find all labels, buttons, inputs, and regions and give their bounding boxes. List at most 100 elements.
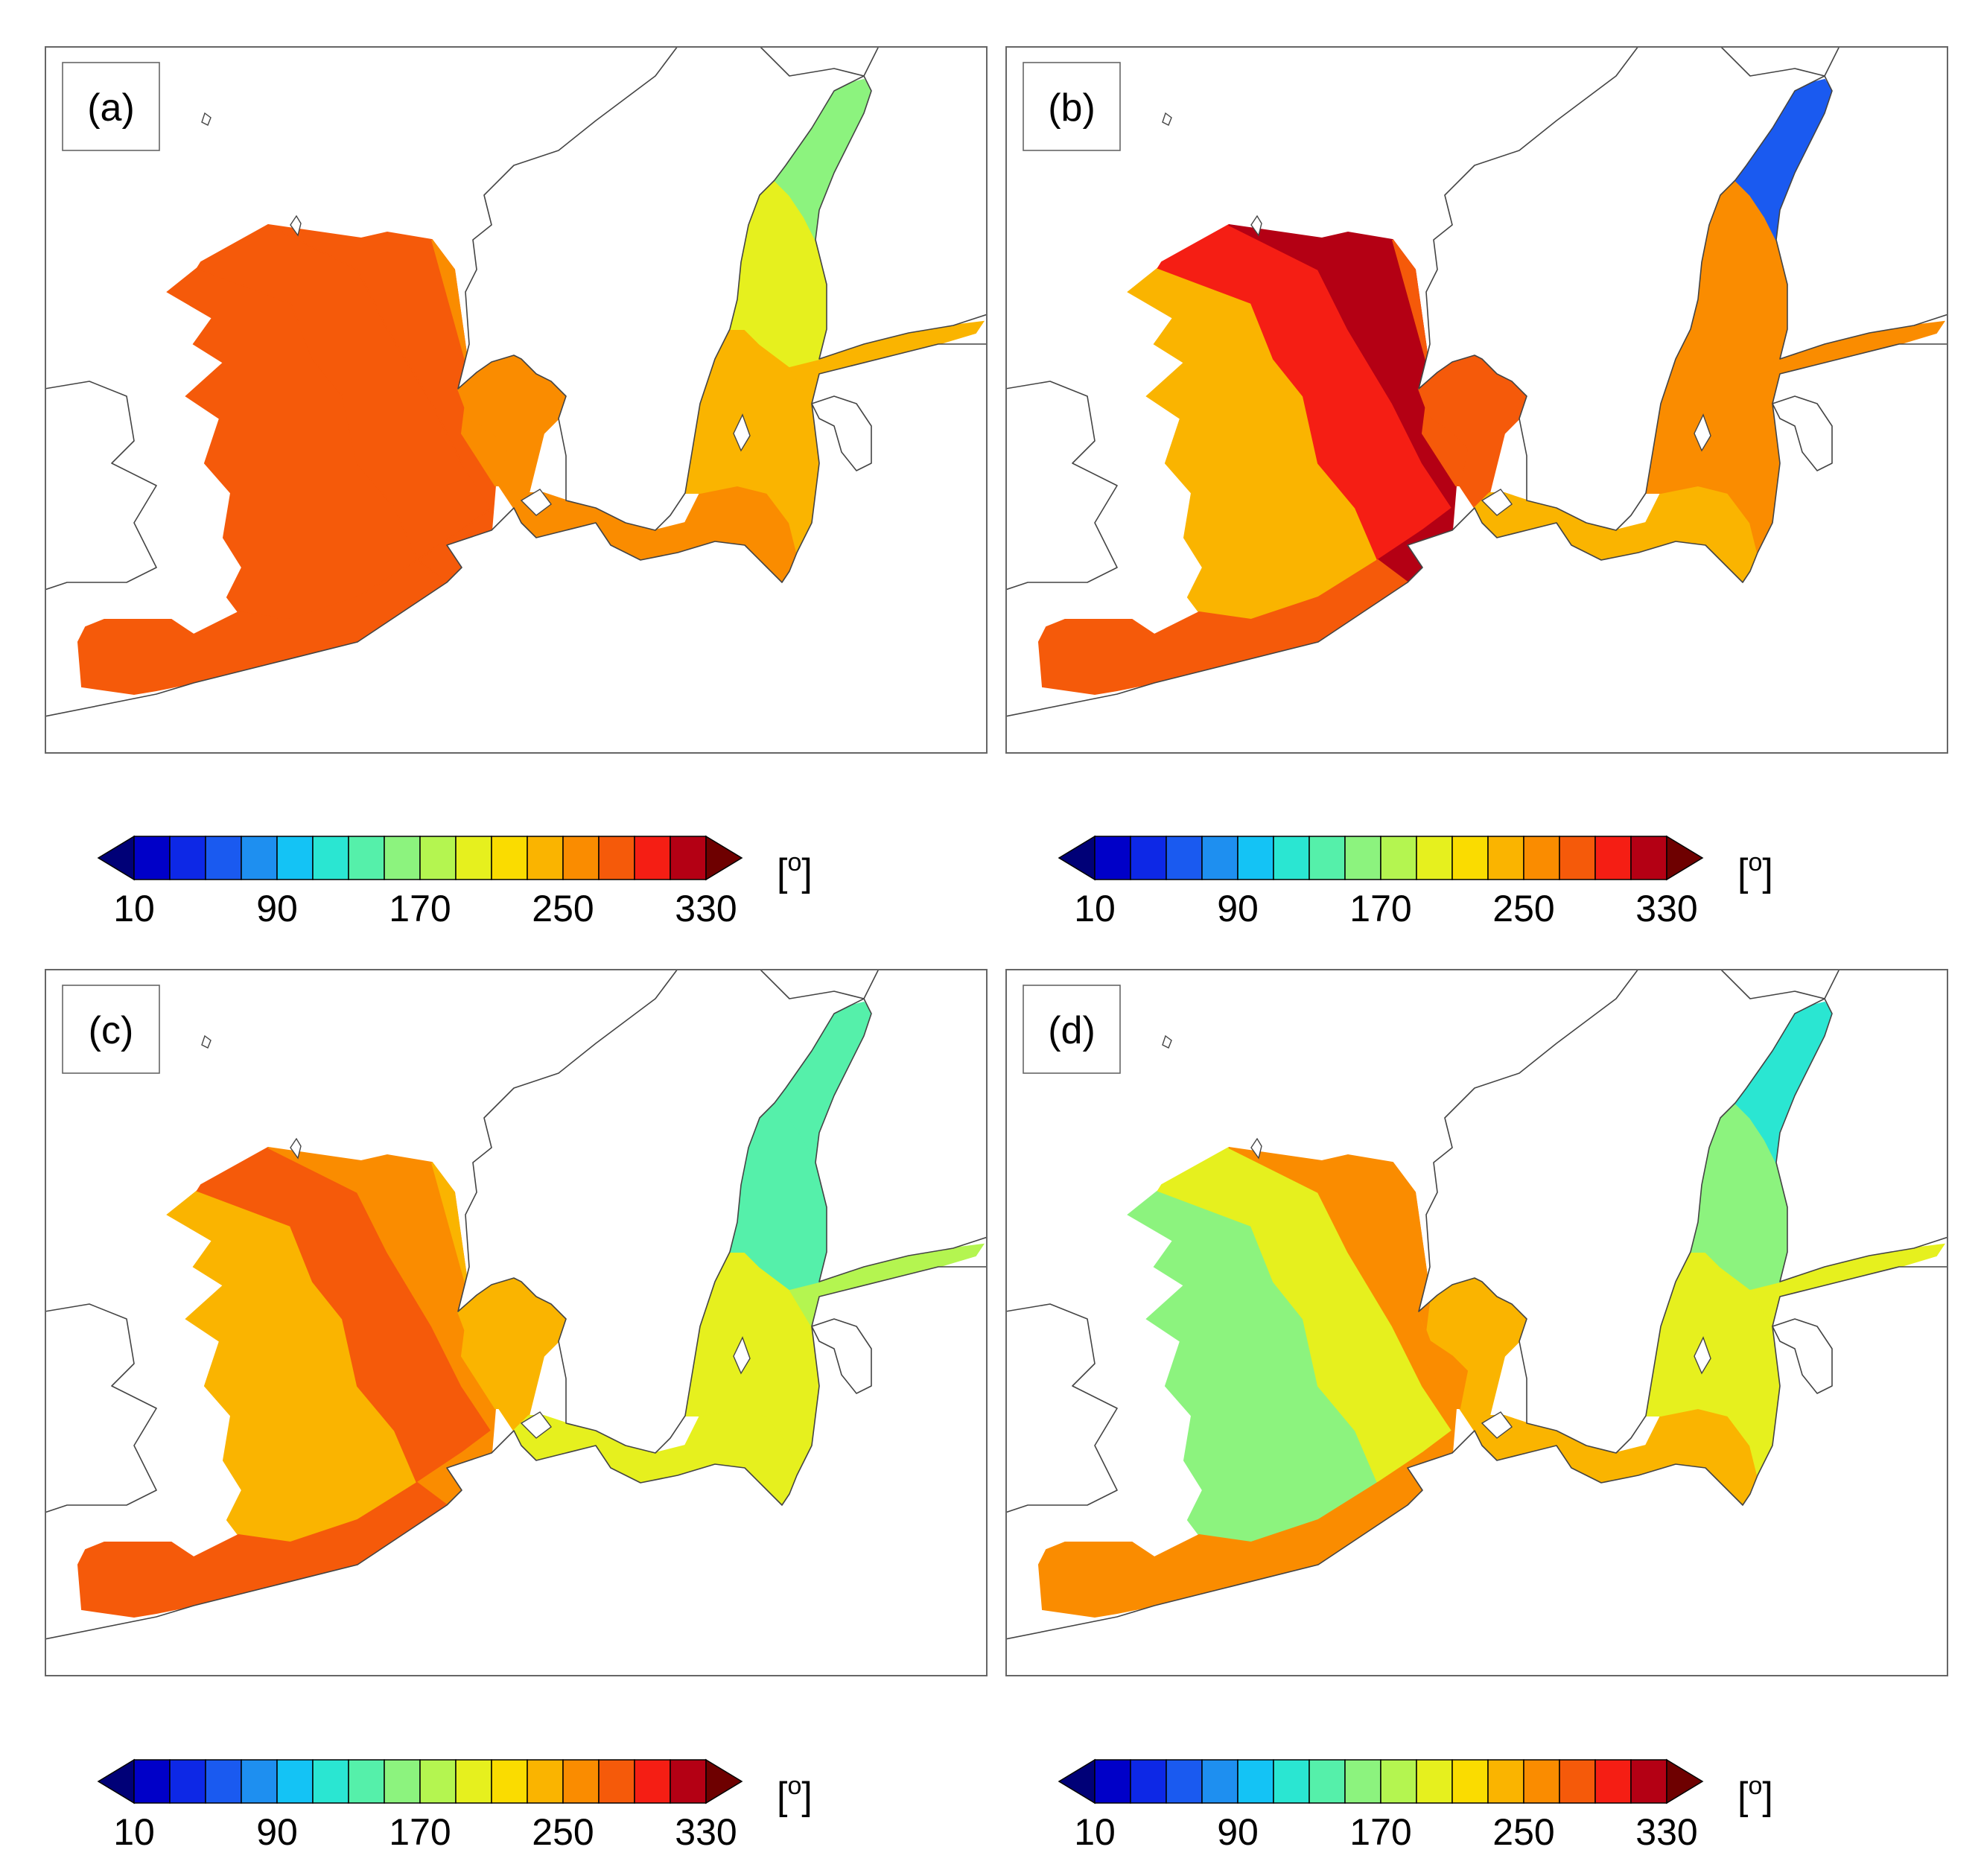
colorbar-cell <box>1237 836 1274 880</box>
colorbar-tick-label: 330 <box>1635 888 1697 929</box>
colorbar-tick-label: 90 <box>256 1811 298 1853</box>
island-zealand <box>520 1411 552 1439</box>
colorbar-a: 10 90 170 250 330 [o] <box>97 823 916 929</box>
land-mass-1 <box>45 1303 157 1513</box>
colorbar-arrow-right <box>1666 835 1704 881</box>
map-d: (d) <box>1005 969 1948 1676</box>
land-mass-1 <box>1005 1303 1118 1513</box>
colorbar-arrow-right <box>705 1758 743 1805</box>
colorbar-cell <box>169 1759 206 1804</box>
land-outlines <box>1005 969 1948 1676</box>
colorbar-cell <box>1344 836 1381 880</box>
panel-b: (b) <box>1005 46 1948 754</box>
colorbar-cell <box>1166 836 1203 880</box>
map-frame <box>45 46 988 754</box>
colorbar-cell <box>1130 1759 1167 1804</box>
land-outlines <box>1005 46 1948 754</box>
colorbar-cell <box>1380 836 1417 880</box>
colorbar-cell <box>205 836 242 880</box>
map-frame <box>45 969 988 1676</box>
colorbar-cell <box>419 836 457 880</box>
colorbar-cell <box>133 836 171 880</box>
island-faroe <box>1162 1034 1172 1049</box>
colorbar-tick-label: 250 <box>1492 888 1554 929</box>
colorbar-cell <box>1630 1759 1667 1804</box>
colorbar-cell <box>562 836 600 880</box>
colorbar-cell <box>634 836 671 880</box>
colorbar-cell <box>670 1759 707 1804</box>
land-mass-3 <box>815 969 988 1282</box>
colorbar-cell <box>562 1759 600 1804</box>
colorbar-cell <box>1380 1759 1417 1804</box>
panel-label-box <box>1023 62 1121 151</box>
colorbar-arrow-right <box>1666 1758 1704 1805</box>
colorbar-tick-label: 250 <box>1492 1811 1554 1853</box>
sea-regions <box>77 78 985 696</box>
panel-a: (a) <box>45 46 988 754</box>
land-mass-3 <box>1775 46 1948 360</box>
panel-label: (d) <box>1048 1009 1096 1052</box>
colorbar-tick-label: 250 <box>532 888 594 929</box>
colorbar-tick-label: 170 <box>1349 888 1411 929</box>
colorbar-cell <box>1487 836 1524 880</box>
colorbar-unit: [o] <box>1737 848 1773 894</box>
colorbar-tick-label: 10 <box>113 1811 155 1853</box>
land-mass-2 <box>1418 46 1825 531</box>
colorbar-arrow-right <box>705 835 743 881</box>
colorbar-tick-label: 170 <box>389 1811 451 1853</box>
colorbar-unit: [o] <box>777 848 813 894</box>
island-zealand <box>1481 489 1513 516</box>
colorbar-cell <box>598 836 635 880</box>
island-gotland <box>733 1336 751 1375</box>
colorbar-cell <box>1559 1759 1596 1804</box>
island-shetland <box>1250 1137 1262 1160</box>
colorbar-cell <box>1451 836 1489 880</box>
land-mass-4 <box>1005 343 1948 754</box>
colorbar-tick-label: 330 <box>1635 1811 1697 1853</box>
colorbar-cell <box>1523 1759 1560 1804</box>
map-frame <box>1005 969 1948 1676</box>
colorbar-cell <box>1201 836 1238 880</box>
colorbar-cell <box>455 1759 492 1804</box>
colorbar-cell <box>348 1759 385 1804</box>
colorbar-cell <box>491 836 528 880</box>
colorbar-b: 10 90 170 250 330 [o] <box>1058 823 1877 929</box>
colorbar-cell <box>1451 1759 1489 1804</box>
island-faroe <box>201 1034 212 1049</box>
colorbar-cell <box>491 1759 528 1804</box>
land-outlines <box>45 969 988 1676</box>
colorbar-cell <box>1094 836 1131 880</box>
colorbar-cell <box>1594 836 1632 880</box>
colorbar-cell <box>1237 1759 1274 1804</box>
colorbar-cell <box>276 836 314 880</box>
map-a: (a) <box>45 46 988 754</box>
colorbar-tick-label: 90 <box>256 888 298 929</box>
colorbar-cell <box>1166 1759 1203 1804</box>
region-channel <box>77 559 448 696</box>
colorbar-unit: [o] <box>777 1772 813 1818</box>
island-shetland <box>290 214 302 237</box>
colorbar-cell <box>1523 836 1560 880</box>
land-mass-4 <box>1005 1266 1948 1676</box>
colorbar-cell <box>276 1759 314 1804</box>
colorbar-arrow-left <box>1058 835 1096 881</box>
colorbar-tick-label: 250 <box>532 1811 594 1853</box>
sea-regions <box>77 1001 985 1618</box>
colorbar-cell <box>1416 836 1453 880</box>
panel-label: (a) <box>87 86 135 130</box>
sea-regions <box>1037 1001 1946 1618</box>
map-b: (b) <box>1005 46 1948 754</box>
panel-label-box <box>62 62 160 151</box>
panel-d: (d) <box>1005 969 1948 1676</box>
island-gotland <box>1694 413 1711 452</box>
colorbar-cell <box>384 1759 421 1804</box>
colorbar-cell <box>1309 1759 1346 1804</box>
map-frame <box>1005 46 1948 754</box>
colorbar-cell <box>1201 1759 1238 1804</box>
colorbar-cell <box>1344 1759 1381 1804</box>
colorbar-tick-label: 330 <box>675 1811 737 1853</box>
colorbar-unit: [o] <box>1737 1772 1773 1818</box>
panel-label-box <box>62 985 160 1074</box>
colorbar-tick-label: 90 <box>1217 888 1259 929</box>
colorbar-cell <box>455 836 492 880</box>
